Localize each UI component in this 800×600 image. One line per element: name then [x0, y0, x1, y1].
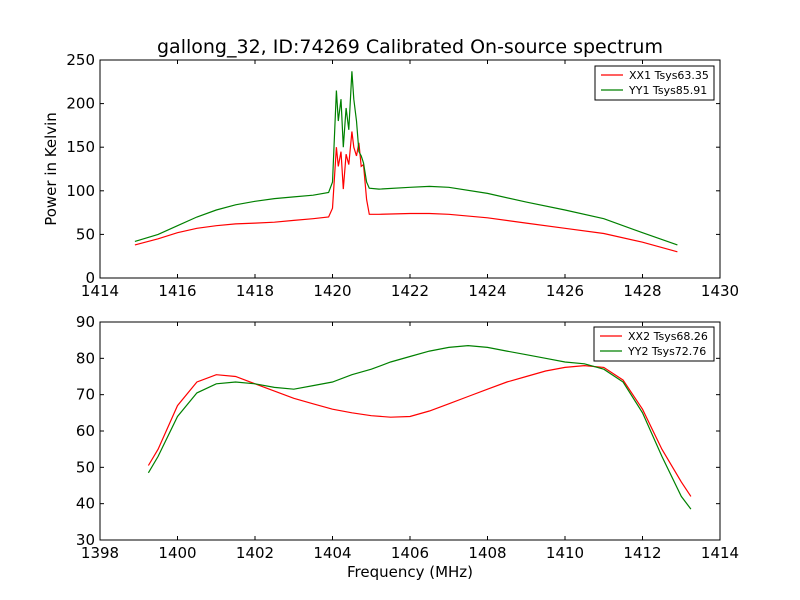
y-tick-label-1-1: 50 [76, 225, 95, 243]
y-tick-label-2-4: 70 [76, 386, 95, 404]
chart-title: gallong_32, ID:74269 Calibrated On-sourc… [157, 36, 663, 58]
legend-label-2-1: XX2 Tsys68.26 [628, 330, 708, 343]
x-tick-label-1-3: 1420 [313, 282, 351, 300]
x-tick-label-2-2: 1402 [236, 544, 274, 562]
y-tick-label-1-4: 200 [66, 95, 95, 113]
legend-box-2 [593, 326, 715, 362]
y-tick-label-2-0: 30 [76, 531, 95, 549]
top-plot: 1414 1416 1418 1420 1422 1424 1426 1428 1430 0 50 1… [66, 51, 739, 300]
y-tick-label-1-2: 100 [66, 182, 95, 200]
top-y-axis-label: Power in Kelvin [42, 112, 60, 226]
series-line-2-2 [147, 344, 692, 510]
x-tick-label-2-1: 1400 [158, 544, 196, 562]
x-tick-label-2-7: 1412 [623, 544, 661, 562]
x-tick-label-2-6: 1410 [546, 544, 584, 562]
x-axis-label: Frequency (MHz) [347, 563, 473, 581]
x-tick-label-1-7: 1428 [623, 282, 661, 300]
y-tick-label-1-0: 0 [85, 269, 95, 287]
x-tick-label-2-5: 1408 [468, 544, 506, 562]
x-tick-label-1-2: 1418 [236, 282, 274, 300]
bottom-plot: 1398 1400 1402 1404 1406 1408 1410 1412 1414 30 40… [76, 313, 739, 562]
x-tick-label-1-1: 1416 [158, 282, 196, 300]
x-tick-label-1-8: 1430 [701, 282, 739, 300]
y-tick-label-2-1: 40 [76, 495, 95, 513]
y-tick-label-1-5: 250 [66, 51, 95, 69]
legend-box-1 [594, 65, 715, 101]
legend-2: XX2 Tsys68.26 YY2 Tsys72.76 [593, 326, 715, 362]
x-tick-label-1-4: 1422 [391, 282, 429, 300]
x-tick-label-1-0: 1414 [81, 282, 119, 300]
series-line-1-1 [134, 131, 678, 253]
y-tick-label-2-3: 60 [76, 422, 95, 440]
y-tick-label-2-2: 50 [76, 458, 95, 476]
legend-1: XX1 Tsys63.35 YY1 Tsys85.91 [594, 65, 715, 101]
legend-label-1-2: YY1 Tsys85.91 [628, 84, 707, 97]
x-tick-label-1-5: 1424 [468, 282, 506, 300]
series-line-2-1 [147, 364, 692, 497]
x-tick-label-1-6: 1426 [546, 282, 584, 300]
y-tick-label-2-6: 90 [76, 313, 95, 331]
x-tick-label-2-4: 1406 [391, 544, 429, 562]
x-tick-label-2-8: 1414 [701, 544, 739, 562]
y-tick-label-1-3: 150 [66, 138, 95, 156]
y-tick-label-2-5: 80 [76, 349, 95, 367]
legend-label-2-2: YY2 Tsys72.76 [627, 345, 706, 358]
series-line-1-2 [134, 71, 678, 246]
legend-label-1-1: XX1 Tsys63.35 [629, 69, 709, 82]
x-tick-label-2-0: 1398 [81, 544, 119, 562]
x-tick-label-2-3: 1404 [313, 544, 351, 562]
